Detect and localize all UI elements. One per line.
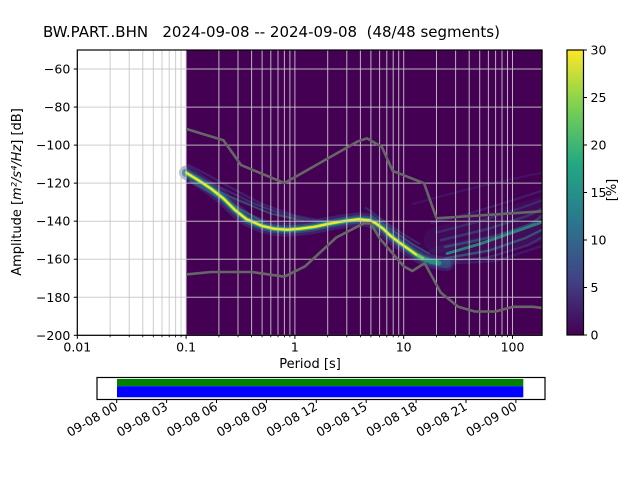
colorbar-tick-label: 0 (591, 328, 599, 343)
colorbar-tick-label: 5 (591, 280, 599, 295)
x-tick-label: 0.01 (63, 339, 91, 354)
timeline-tick-label: 09-08 09 (214, 399, 270, 440)
ppsd-histogram-background (186, 50, 543, 336)
y-tick-label: −140 (36, 214, 70, 229)
y-tick-label: −180 (36, 290, 70, 305)
x-tick-label: 1 (291, 339, 299, 354)
ppsd-streak (443, 228, 543, 260)
y-tick-label: −200 (36, 328, 70, 343)
nhnm-noise-model-curve (185, 127, 543, 220)
nlnm-noise-model-curve (185, 222, 543, 313)
plot-frame (76, 49, 543, 336)
y-tick-label: −80 (44, 100, 70, 115)
timeline-tick-label: 09-08 00 (64, 399, 120, 440)
timeline-tick-label: 09-08 06 (164, 399, 220, 440)
ppsd-streak (423, 196, 543, 254)
timeline-tick-label: 09-08 12 (264, 399, 320, 440)
colorbar-tick-label: 15 (591, 185, 607, 200)
y-tick-label: −120 (36, 176, 70, 191)
y-tick-label: −160 (36, 252, 70, 267)
y-axis-label-prefix: Amplitude [ (10, 199, 25, 276)
ppsd-streak (443, 214, 543, 249)
x-tick-label: 0.1 (176, 339, 196, 354)
colorbar-tick-label: 25 (591, 90, 607, 105)
y-tick-label: −100 (36, 138, 70, 153)
y-axis-label-units: m²/s⁴/Hz (10, 144, 25, 200)
timeline-tick-label: 09-09 00 (463, 399, 519, 440)
timeline-tick-label: 09-08 18 (363, 399, 419, 440)
x-tick-label: 100 (501, 339, 525, 354)
y-tick-label: −60 (44, 62, 70, 77)
y-axis-label-suffix: ] [dB] (10, 108, 25, 145)
chart-title: BW.PART..BHN 2024-09-08 -- 2024-09-08 (4… (43, 23, 500, 41)
ppsd-mode-band (185, 171, 418, 256)
timeline-tick-label: 09-08 03 (114, 399, 170, 440)
colorbar-tick-label: 10 (591, 233, 607, 248)
timeline-tick-label: 09-08 15 (314, 399, 370, 440)
colorbar-tick-label: 30 (591, 43, 607, 58)
coverage-bar-blue (117, 386, 524, 398)
colorbar-gradient (567, 50, 584, 335)
ppsd-streak (187, 164, 329, 224)
coverage-bar-green (117, 379, 524, 387)
colorbar-tick-label: 20 (591, 138, 607, 153)
x-axis-label: Period [s] (279, 357, 341, 372)
timeline-tick-label: 09-08 21 (413, 399, 469, 440)
y-axis-label: Amplitude [m²/s⁴/Hz] [dB] (10, 82, 27, 302)
ppsd-streak (365, 206, 421, 245)
colorbar-label: [%] (605, 178, 620, 202)
x-tick-label: 10 (396, 339, 412, 354)
ppsd-streak (427, 223, 543, 265)
